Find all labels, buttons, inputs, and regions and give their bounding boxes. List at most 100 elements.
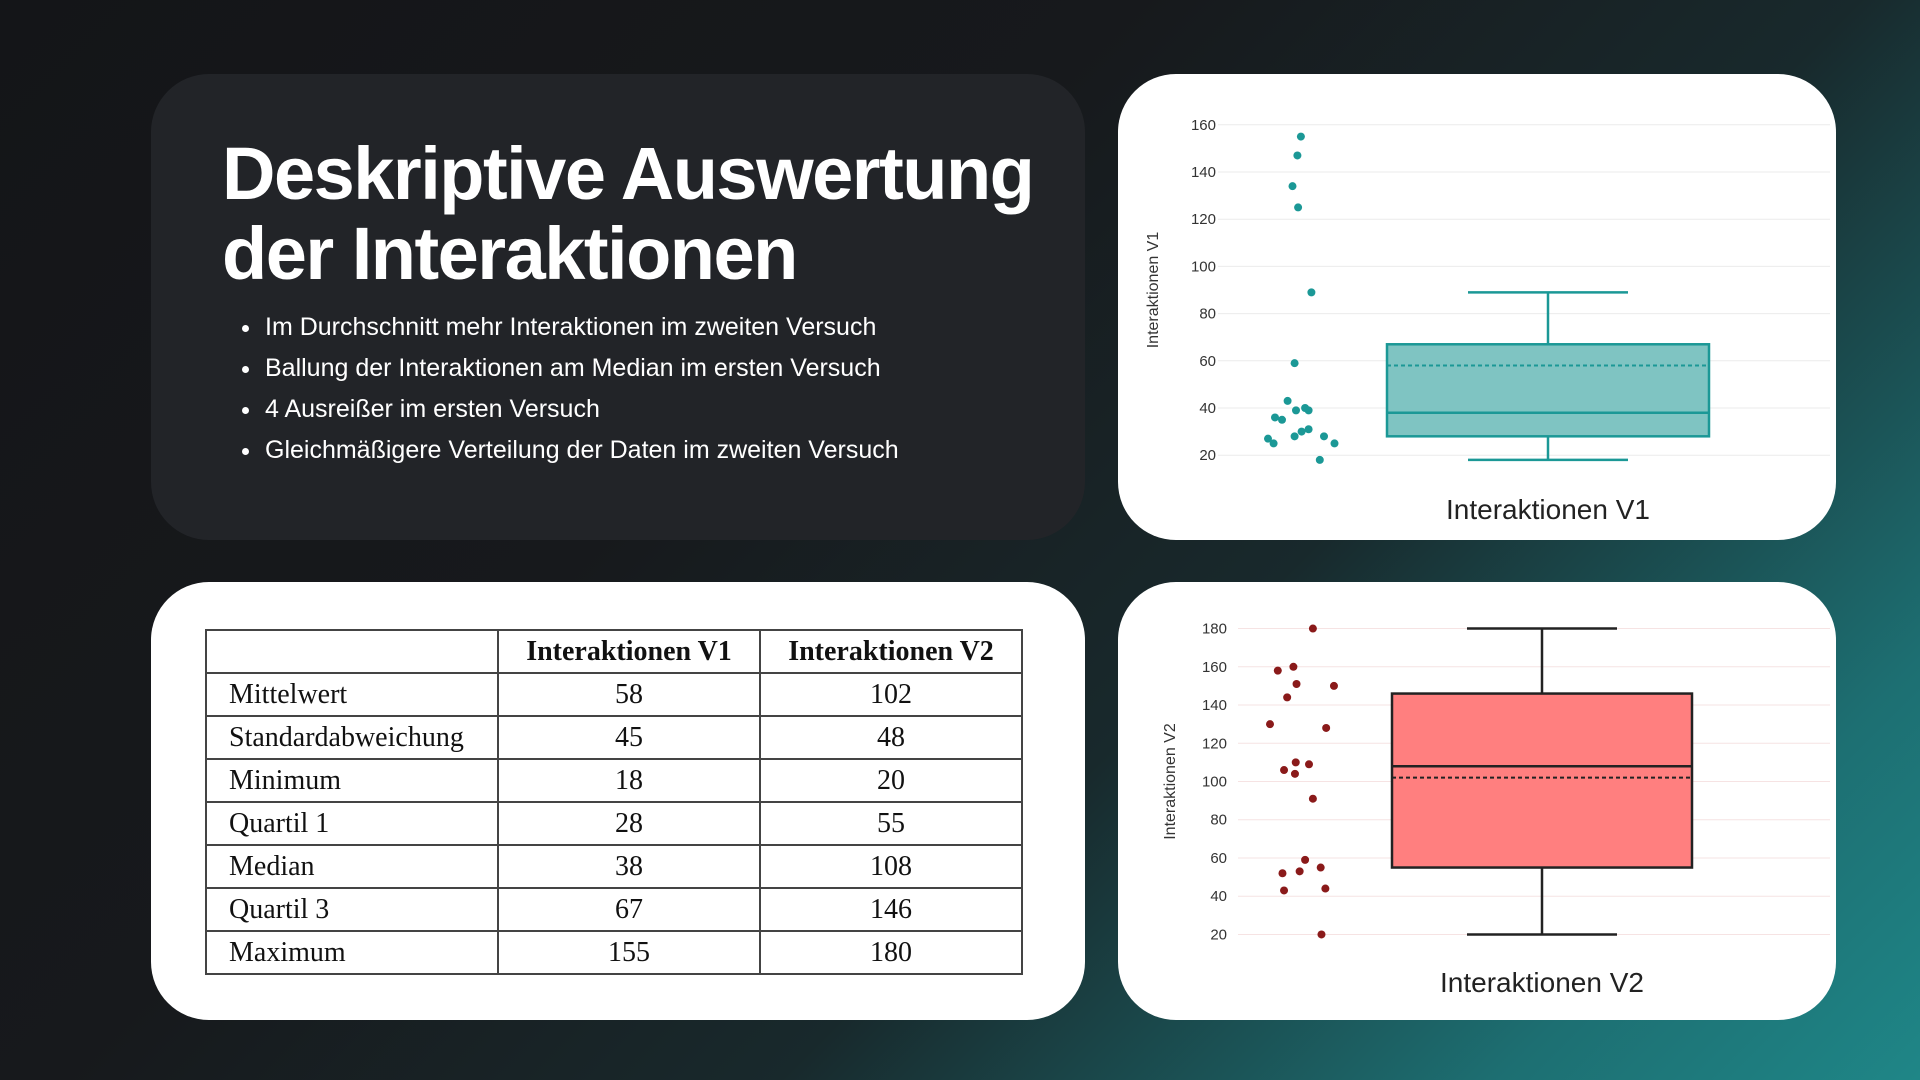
table-cell: 20 [759, 758, 1023, 803]
row-label: Minimum [205, 758, 499, 803]
data-point [1278, 415, 1286, 424]
bullet-item: 4 Ausreißer im ersten Versuch [263, 389, 899, 430]
boxplot-v2-panel: 20 40 60 80 100 120 140 160 180 Interaktionen V2 I… [1118, 582, 1836, 1020]
data-point [1308, 794, 1317, 803]
y-tick-label: 60 [1210, 850, 1227, 867]
table-row: Quartil 3 67 146 [205, 887, 1023, 932]
row-label: Maximum [205, 930, 499, 975]
data-point [1317, 930, 1326, 939]
y-tick-label: 20 [1210, 926, 1227, 943]
y-tick-label: 80 [1199, 306, 1216, 323]
iqr-box [1390, 692, 1694, 869]
data-point [1289, 662, 1298, 671]
boxplot-v2-chart: 20 40 60 80 100 120 140 160 180 Interaktionen V2 I… [1162, 621, 1830, 998]
boxplot-v1-panel: 20 40 60 80 100 120 140 160 Interaktionen V1 Inte… [1118, 74, 1836, 540]
data-point [1264, 434, 1272, 443]
data-point [1278, 869, 1287, 878]
data-point [1280, 766, 1289, 775]
title-panel: Deskriptive Auswertung der Interaktionen… [151, 74, 1085, 540]
y-tick-label: 160 [1202, 659, 1227, 676]
table-header-cell [205, 629, 499, 674]
x-axis-label: Interaktionen V1 [1446, 494, 1650, 525]
bullet-list: Im Durchschnitt mehr Interaktionen im zw… [245, 307, 899, 471]
data-point [1307, 288, 1316, 297]
y-axis-label: Interaktionen V2 [1162, 723, 1179, 840]
y-tick-label: 80 [1210, 812, 1227, 829]
table-cell: 48 [759, 715, 1023, 760]
statistics-table-panel: Interaktionen V1 Interaktionen V2 Mittel… [151, 582, 1085, 1020]
table-cell: 180 [759, 930, 1023, 975]
data-point [1283, 396, 1292, 405]
data-point [1288, 182, 1297, 191]
data-point [1280, 886, 1289, 895]
table-header-row: Interaktionen V1 Interaktionen V2 [205, 629, 1023, 674]
y-tick-label: 140 [1202, 697, 1227, 714]
data-point [1301, 855, 1310, 864]
page-title: Deskriptive Auswertung der Interaktionen [222, 132, 1035, 295]
data-point [1297, 427, 1306, 436]
data-point [1305, 760, 1313, 769]
table-cell: 58 [497, 672, 761, 717]
data-point [1294, 203, 1303, 212]
data-point [1290, 359, 1299, 368]
data-point [1269, 439, 1278, 448]
bullet-item: Ballung der Interaktionen am Median im e… [263, 348, 899, 389]
data-point [1291, 758, 1300, 767]
boxplot-v1-chart: 20 40 60 80 100 120 140 160 Interaktionen V1 Inte… [1145, 117, 1830, 525]
table-row: Mittelwert 58 102 [205, 672, 1023, 717]
data-point [1304, 425, 1313, 434]
table-cell: 102 [759, 672, 1023, 717]
data-point [1290, 432, 1299, 441]
y-tick-label: 180 [1202, 621, 1227, 638]
table-cell: 28 [497, 801, 761, 846]
table-cell: 155 [497, 930, 761, 975]
iqr-box [1385, 343, 1711, 438]
table-row: Minimum 18 20 [205, 758, 1023, 803]
y-tick-label: 40 [1199, 400, 1216, 417]
y-tick-label: 100 [1202, 774, 1227, 791]
data-point [1292, 406, 1300, 415]
data-point [1273, 666, 1282, 675]
table-cell: 55 [759, 801, 1023, 846]
table-header-cell: Interaktionen V1 [497, 629, 761, 674]
row-label: Quartil 1 [205, 801, 499, 846]
statistics-table: Interaktionen V1 Interaktionen V2 Mittel… [205, 629, 1023, 975]
table-cell: 146 [759, 887, 1023, 932]
table-cell: 108 [759, 844, 1023, 889]
table-cell: 67 [497, 887, 761, 932]
table-row: Maximum 155 180 [205, 930, 1023, 975]
x-axis-label: Interaktionen V2 [1440, 967, 1644, 998]
y-tick-label: 140 [1191, 164, 1216, 181]
data-point [1330, 439, 1339, 448]
row-label: Mittelwert [205, 672, 499, 717]
data-point [1295, 867, 1304, 876]
row-label: Quartil 3 [205, 887, 499, 932]
table-cell: 38 [497, 844, 761, 889]
table-row: Median 38 108 [205, 844, 1023, 889]
bullet-item: Gleichmäßigere Verteilung der Daten im z… [263, 430, 899, 471]
table-row: Standardabweichung 45 48 [205, 715, 1023, 760]
data-point [1316, 863, 1325, 872]
y-tick-label: 160 [1191, 117, 1216, 134]
row-label: Median [205, 844, 499, 889]
table-cell: 18 [497, 758, 761, 803]
y-tick-label: 40 [1210, 888, 1227, 905]
bullet-item: Im Durchschnitt mehr Interaktionen im zw… [263, 307, 899, 348]
data-point [1301, 404, 1310, 412]
data-point [1296, 132, 1305, 141]
data-point [1321, 884, 1330, 893]
table-row: Quartil 1 28 55 [205, 801, 1023, 846]
y-axis-label: Interaktionen V1 [1145, 232, 1162, 349]
data-point [1290, 769, 1299, 778]
data-point [1283, 693, 1292, 702]
y-tick-label: 20 [1199, 447, 1216, 464]
y-tick-label: 120 [1191, 211, 1216, 228]
data-point [1308, 624, 1317, 633]
data-point [1322, 723, 1331, 732]
y-tick-label: 60 [1199, 353, 1216, 370]
data-point [1315, 455, 1324, 464]
data-point [1329, 681, 1338, 690]
row-label: Standardabweichung [205, 715, 499, 760]
table-cell: 45 [497, 715, 761, 760]
data-point [1293, 151, 1302, 160]
